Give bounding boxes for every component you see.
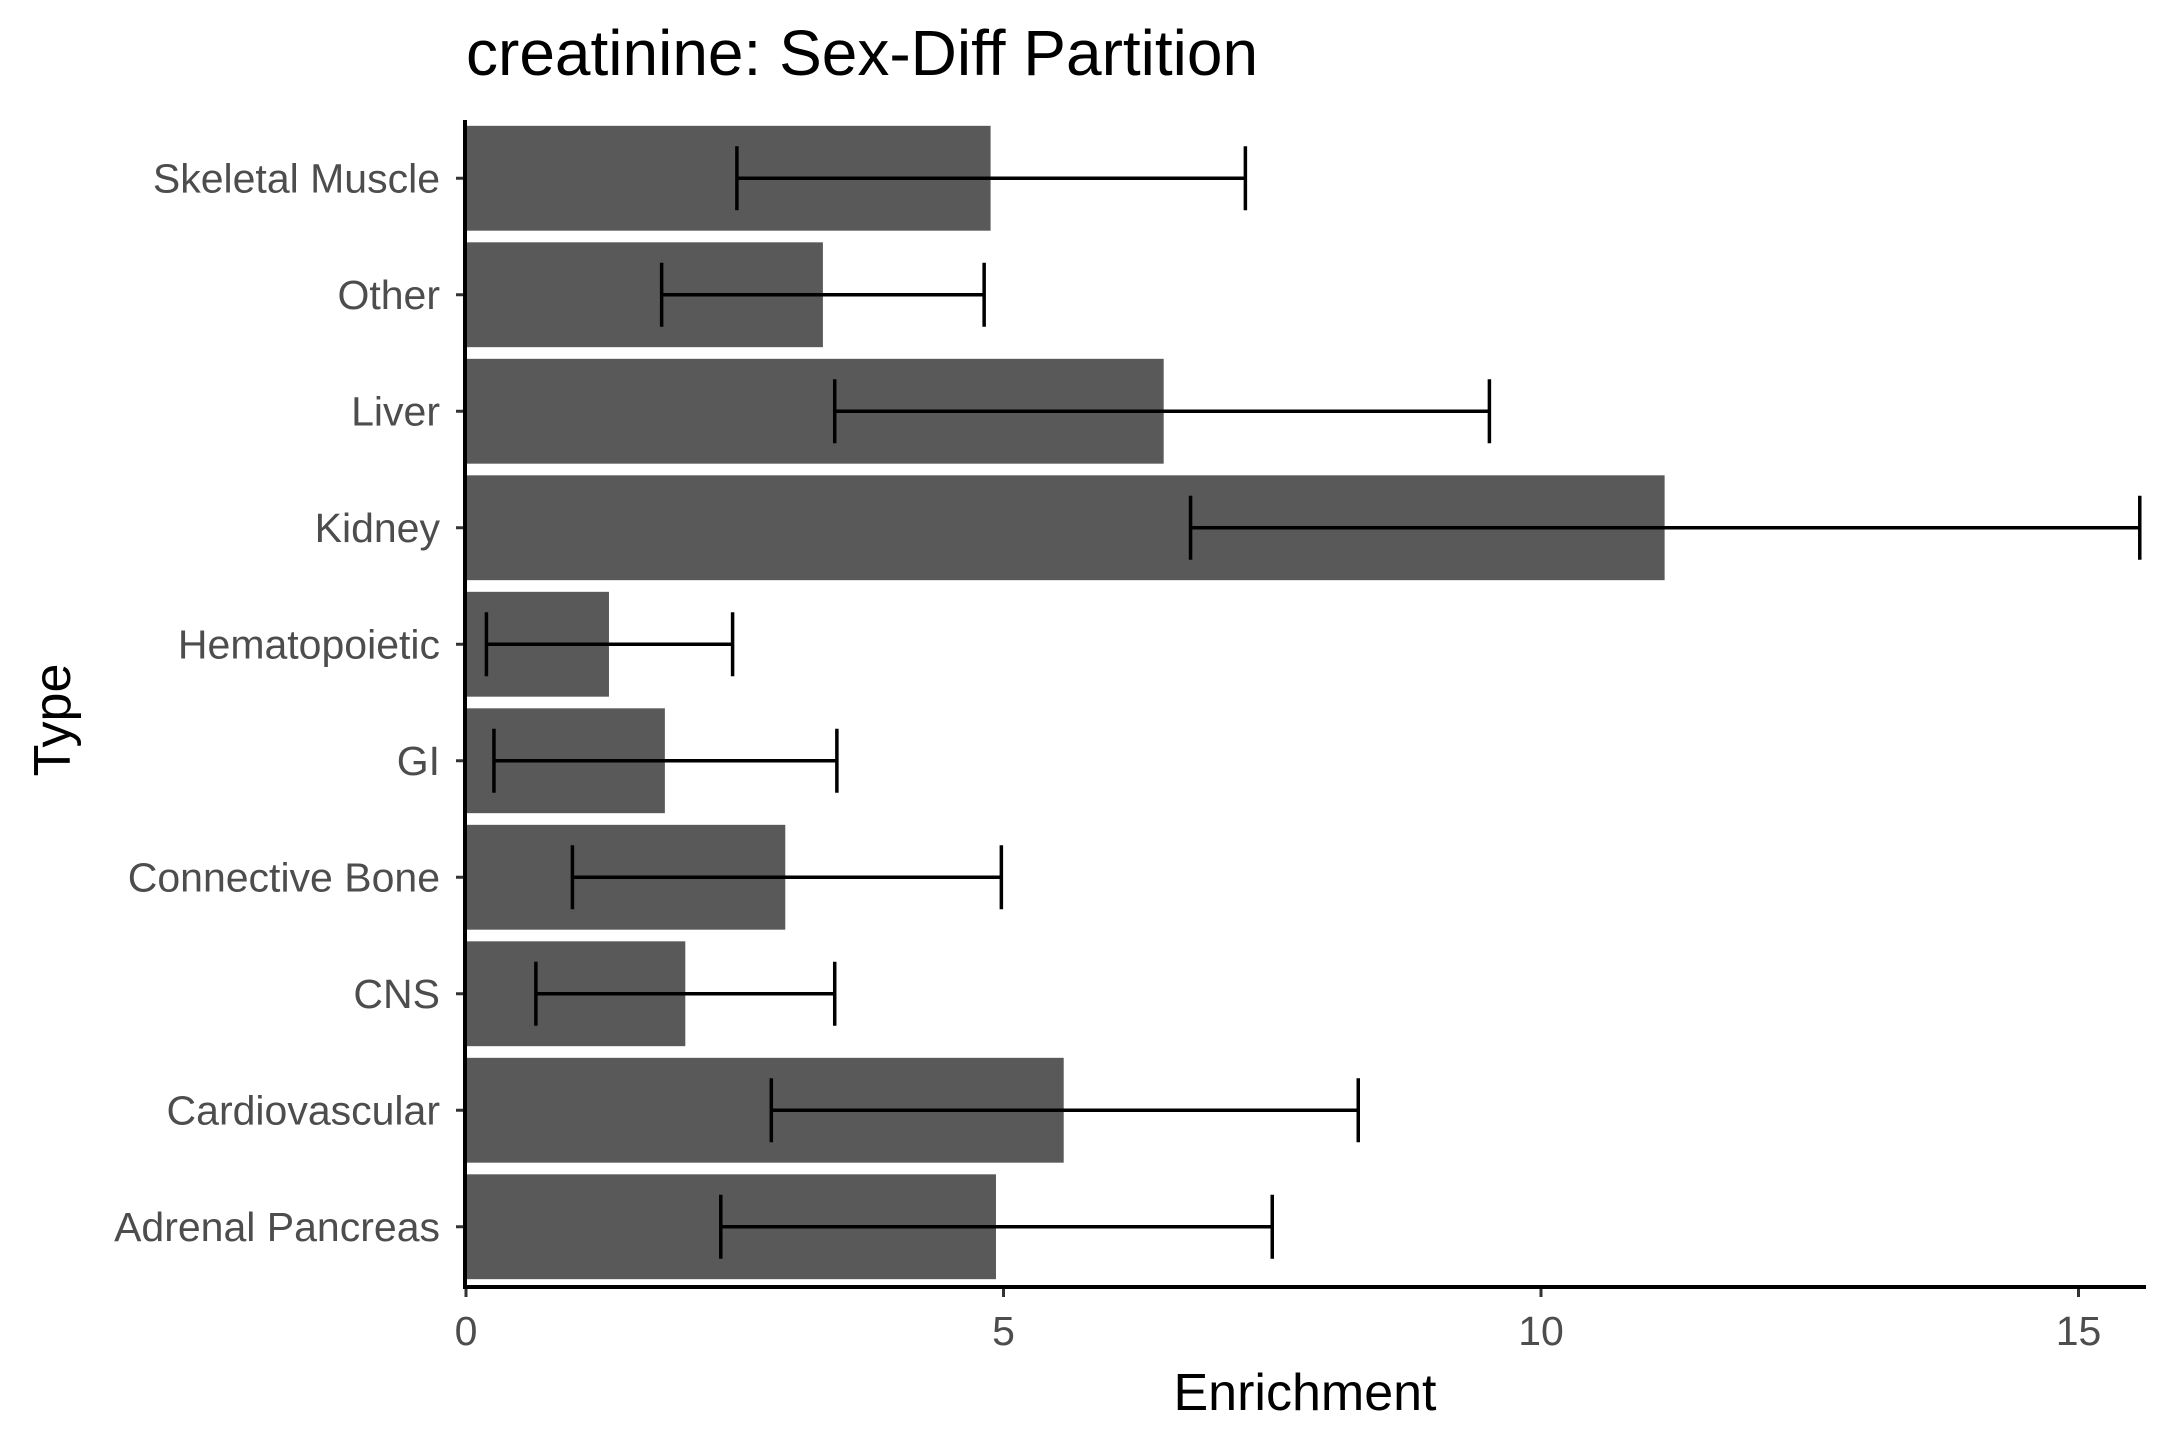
errorbars-layer bbox=[484, 146, 2142, 1259]
y-tick-label-cardiovascular: Cardiovascular bbox=[167, 1087, 440, 1133]
y-tick-label-skeletal-muscle: Skeletal Muscle bbox=[153, 155, 440, 201]
x-tick-label-15: 15 bbox=[2056, 1308, 2102, 1354]
y-tick-label-cns: CNS bbox=[353, 971, 440, 1017]
y-tick-label-hematopoietic: Hematopoietic bbox=[178, 621, 440, 667]
chart-title: creatinine: Sex-Diff Partition bbox=[466, 17, 1258, 89]
x-axis-title: Enrichment bbox=[1174, 1364, 1438, 1422]
bars-layer bbox=[466, 125, 1665, 1280]
y-tick-label-liver: Liver bbox=[351, 388, 440, 434]
x-tick-label-0: 0 bbox=[455, 1308, 478, 1354]
y-axis-title: Type bbox=[24, 664, 82, 777]
x-tick-label-5: 5 bbox=[992, 1308, 1015, 1354]
x-axis-ticks: 0 5 10 15 bbox=[455, 1287, 2102, 1354]
y-tick-label-adrenal-pancreas: Adrenal Pancreas bbox=[114, 1204, 440, 1250]
y-axis-ticks: Adrenal Pancreas Cardiovascular CNS Connect… bbox=[114, 155, 465, 1250]
x-tick-label-10: 10 bbox=[1518, 1308, 1564, 1354]
y-tick-label-connective-bone: Connective Bone bbox=[128, 854, 440, 900]
y-tick-label-kidney: Kidney bbox=[315, 505, 441, 551]
y-tick-label-other: Other bbox=[337, 272, 440, 318]
y-tick-label-gi: GI bbox=[397, 738, 440, 784]
